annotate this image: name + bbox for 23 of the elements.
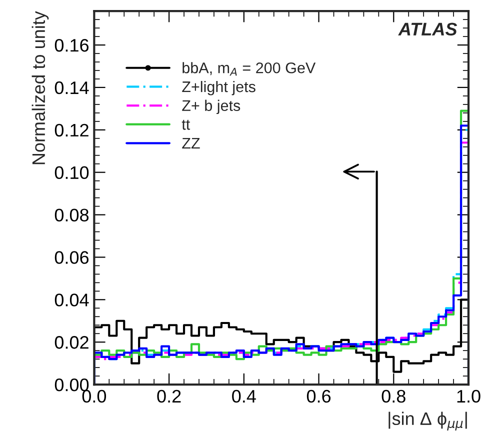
legend-label: Z+ b jets	[182, 100, 240, 114]
y-tick-label: 0.10	[54, 166, 89, 180]
x-tick-label: 0.4	[232, 390, 256, 403]
y-tick-label: 0.04	[54, 294, 89, 306]
legend-label: bbA, m$_{A}$ = 200 GeV	[182, 62, 316, 76]
y-tick-label: 0.14	[54, 81, 89, 94]
x-tick-label: 1.0	[457, 390, 480, 403]
y-axis-title: Normalized to unity	[32, 11, 49, 164]
annotation: ATLAS	[398, 22, 458, 36]
y-tick-label: 0.08	[54, 208, 89, 222]
y-tick-label: 0.06	[54, 251, 89, 264]
legend-label: ZZ	[182, 138, 200, 149]
y-tick-label: 0.16	[54, 38, 89, 52]
x-tick-label: 0.2	[157, 390, 181, 403]
x-tick-label: 0.8	[382, 390, 406, 403]
y-tick-label: 0.02	[54, 336, 88, 349]
x-tick-label: 0.0	[82, 390, 106, 403]
x-axis-title: |sin Δ ϕ$_{μμ}$|	[388, 412, 467, 430]
y-tick-label: 0.12	[54, 124, 88, 137]
legend-label: tt	[182, 120, 190, 130]
x-tick-label: 0.6	[306, 390, 331, 403]
y-tick-label: 0.00	[54, 378, 89, 392]
legend-label: Z+light jets	[182, 80, 256, 96]
